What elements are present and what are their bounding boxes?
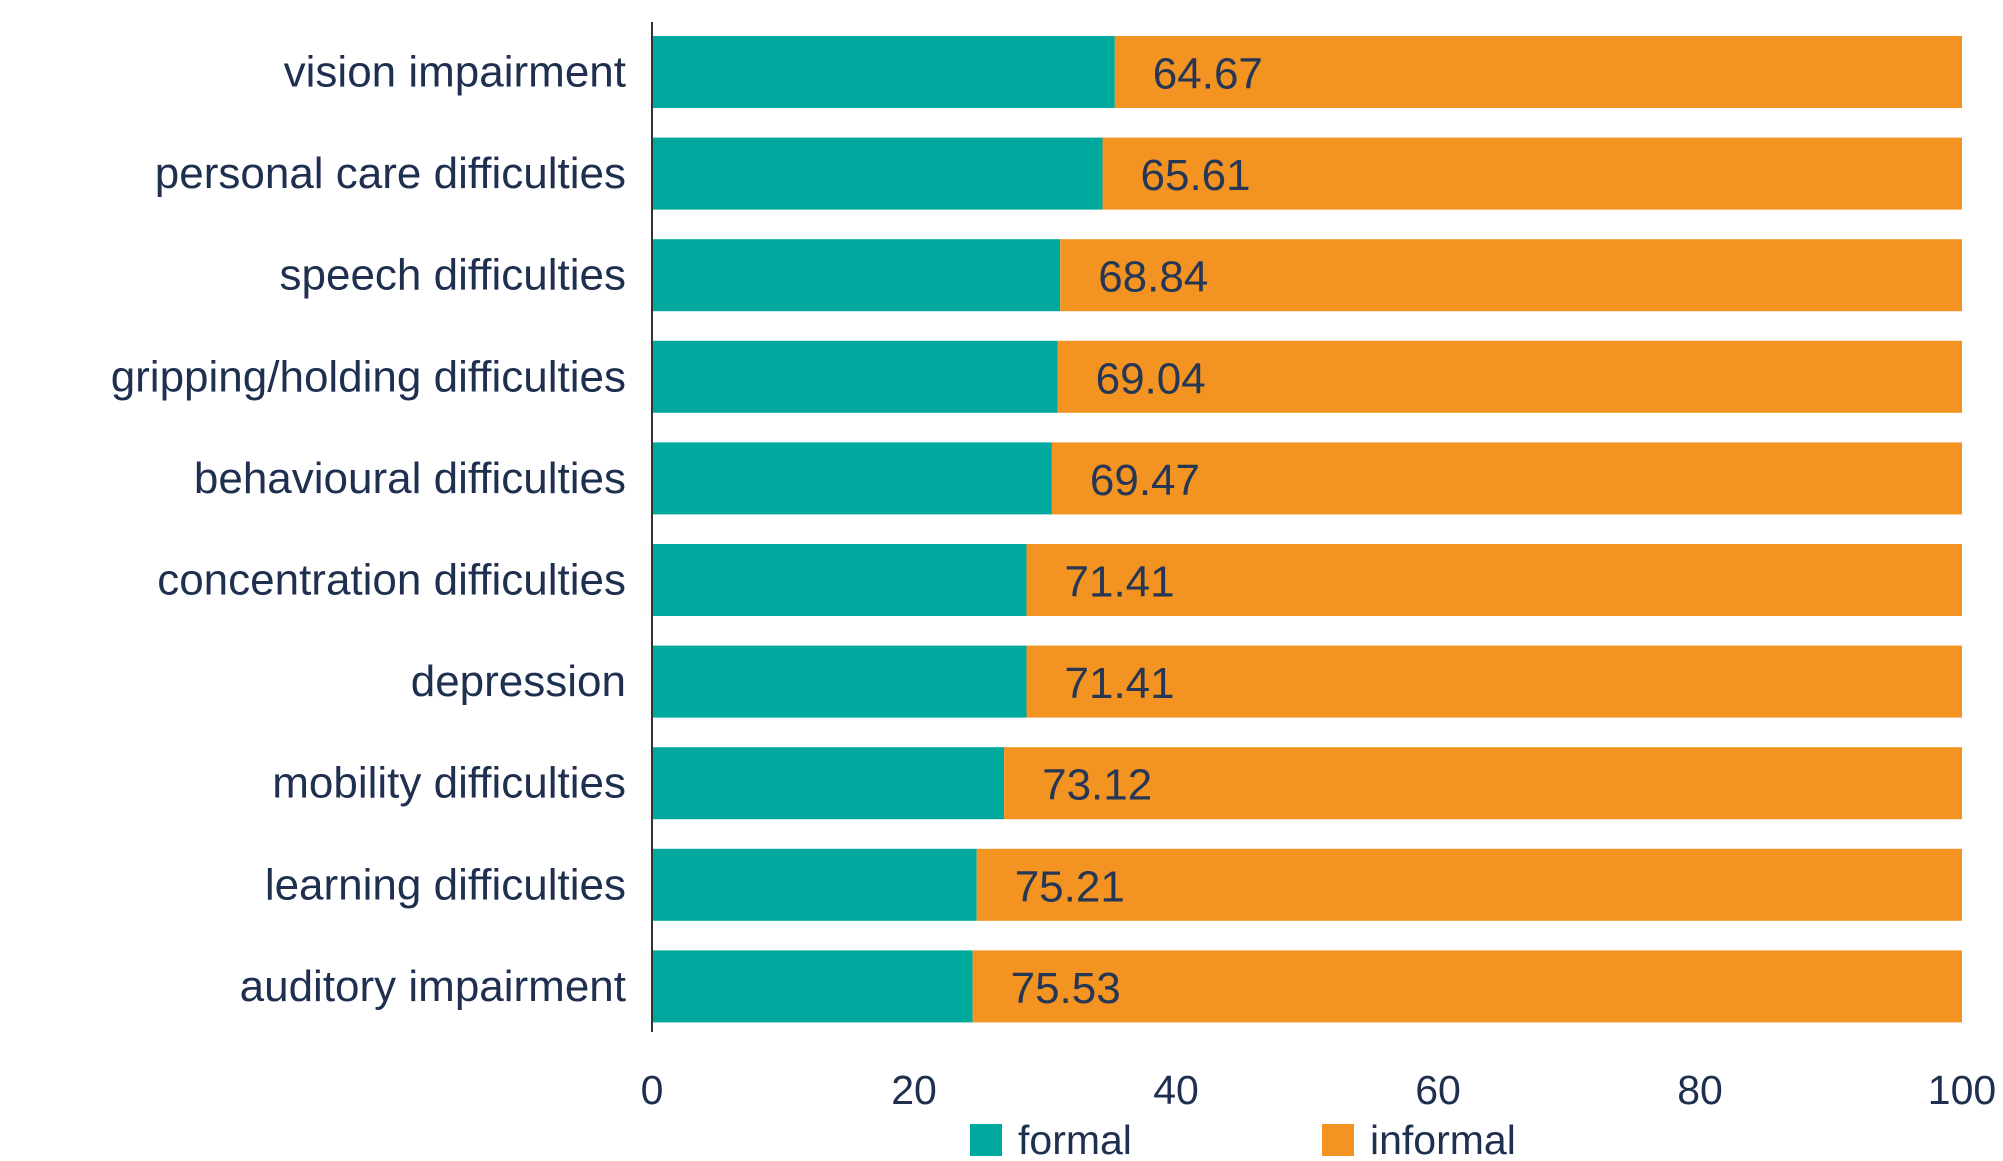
- category-label-learning-difficulties: learning difficulties: [265, 860, 626, 909]
- bar-formal-depression: [652, 645, 1027, 718]
- legend-label-formal: formal: [1018, 1117, 1132, 1161]
- bar-formal-personal-care-difficulties: [652, 137, 1103, 210]
- data-label-speech-difficulties: 68.84: [1098, 253, 1208, 302]
- bar-formal-auditory-impairment: [652, 950, 973, 1023]
- data-label-auditory-impairment: 75.53: [1011, 964, 1121, 1013]
- x-tick-label-20: 20: [891, 1067, 937, 1113]
- category-label-personal-care-difficulties: personal care difficulties: [155, 149, 626, 198]
- data-label-learning-difficulties: 75.21: [1015, 862, 1125, 911]
- x-tick-label-100: 100: [1928, 1067, 1996, 1113]
- bar-formal-speech-difficulties: [652, 239, 1061, 312]
- bar-informal-depression: [1026, 645, 1962, 718]
- data-label-gripping-holding-difficulties: 69.04: [1096, 354, 1206, 403]
- bar-informal-gripping-holding-difficulties: [1057, 340, 1962, 413]
- legend-swatch-formal: [970, 1124, 1002, 1156]
- bar-formal-mobility-difficulties: [652, 747, 1005, 820]
- bar-informal-vision-impairment: [1114, 36, 1962, 108]
- bar-informal-personal-care-difficulties: [1102, 137, 1962, 210]
- x-axis-ticks: 0 20 40 60 80 100: [641, 1067, 1997, 1113]
- bar-formal-gripping-holding-difficulties: [652, 340, 1058, 413]
- data-label-mobility-difficulties: 73.12: [1042, 761, 1152, 810]
- x-tick-label-80: 80: [1677, 1067, 1723, 1113]
- x-tick-label-0: 0: [641, 1067, 664, 1113]
- data-label-depression: 71.41: [1065, 659, 1175, 708]
- bar-formal-concentration-difficulties: [652, 544, 1027, 616]
- category-label-depression: depression: [411, 657, 626, 706]
- category-label-behavioural-difficulties: behavioural difficulties: [194, 454, 626, 503]
- bar-informal-auditory-impairment: [972, 950, 1962, 1023]
- legend-label-informal: informal: [1370, 1117, 1516, 1161]
- category-label-concentration-difficulties: concentration difficulties: [157, 556, 626, 605]
- category-label-mobility-difficulties: mobility difficulties: [272, 759, 626, 808]
- bars-layer: [652, 36, 1962, 1023]
- data-label-behavioural-difficulties: 69.47: [1090, 456, 1200, 505]
- data-label-personal-care-difficulties: 65.61: [1141, 151, 1251, 200]
- data-labels: 64.67 65.61 68.84 69.04 69.47 71.41 71.41 73.12…: [1011, 50, 1263, 1013]
- bar-informal-mobility-difficulties: [1004, 747, 1962, 820]
- category-label-auditory-impairment: auditory impairment: [240, 962, 626, 1011]
- category-label-gripping-holding-difficulties: gripping/holding difficulties: [111, 352, 626, 401]
- bar-formal-vision-impairment: [652, 36, 1115, 108]
- data-label-concentration-difficulties: 71.41: [1065, 558, 1175, 607]
- x-tick-label-60: 60: [1415, 1067, 1461, 1113]
- category-labels: vision impairment personal care difficult…: [111, 48, 626, 1011]
- bar-formal-behavioural-difficulties: [652, 442, 1052, 515]
- legend: formal informal: [970, 1117, 1516, 1161]
- bar-formal-learning-difficulties: [652, 848, 977, 921]
- bar-informal-learning-difficulties: [976, 848, 1962, 921]
- legend-swatch-informal: [1322, 1124, 1354, 1156]
- bar-informal-behavioural-difficulties: [1051, 442, 1962, 515]
- data-label-vision-impairment: 64.67: [1153, 50, 1263, 99]
- x-tick-label-40: 40: [1153, 1067, 1199, 1113]
- category-label-vision-impairment: vision impairment: [284, 48, 626, 97]
- category-label-speech-difficulties: speech difficulties: [280, 251, 627, 300]
- bar-informal-speech-difficulties: [1060, 239, 1962, 312]
- bar-informal-concentration-difficulties: [1026, 544, 1962, 616]
